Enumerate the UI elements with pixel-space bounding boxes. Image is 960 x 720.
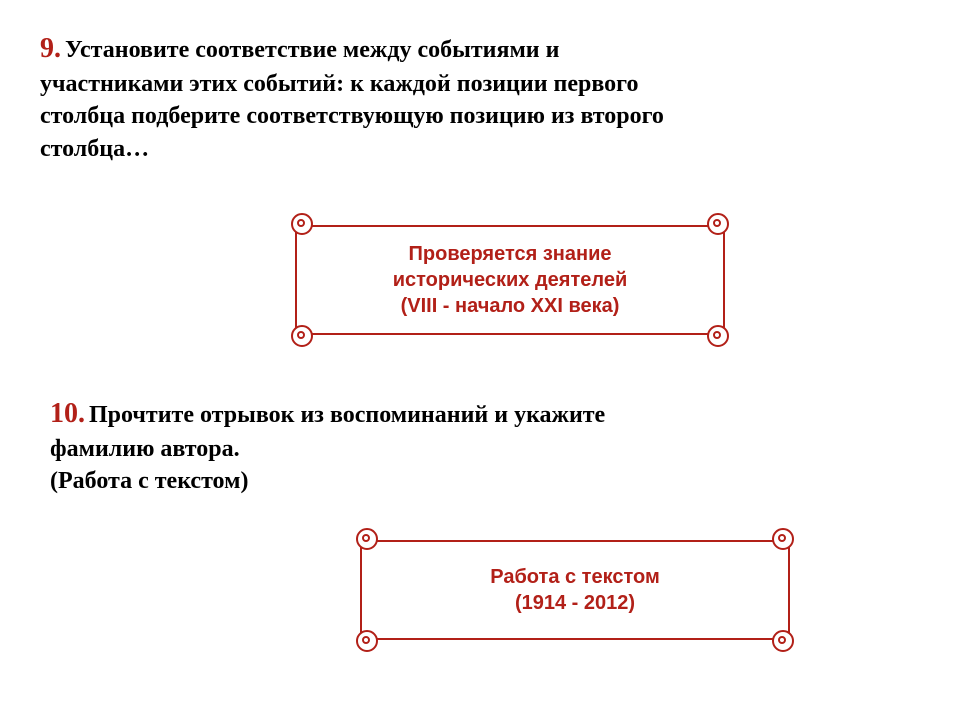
scroll-banner-2: Работа с текстом (1914 - 2012) bbox=[360, 540, 790, 640]
task-10-text-1: Прочтите отрывок из воспоминаний и укажи… bbox=[50, 402, 605, 462]
scroll-banner-1: Проверяется знание исторических деятелей… bbox=[295, 225, 725, 335]
scroll-curl-icon bbox=[772, 528, 794, 550]
scroll-curl-icon bbox=[707, 325, 729, 347]
scroll-banner-2-body: Работа с текстом (1914 - 2012) bbox=[360, 540, 790, 640]
task-10-text-2: (Работа с текстом) bbox=[50, 468, 248, 494]
task-9: 9. Установите соответствие между события… bbox=[40, 30, 690, 165]
scroll-2-line-1: Работа с текстом bbox=[490, 564, 660, 590]
scroll-curl-icon bbox=[707, 213, 729, 235]
scroll-curl-icon bbox=[291, 325, 313, 347]
task-10: 10. Прочтите отрывок из воспоминаний и у… bbox=[50, 395, 670, 498]
scroll-curl-icon bbox=[772, 630, 794, 652]
scroll-1-line-1: Проверяется знание bbox=[393, 241, 628, 267]
scroll-1-line-2: исторических деятелей bbox=[393, 267, 628, 293]
scroll-1-line-3: (VIII - начало XXI века) bbox=[393, 293, 628, 319]
task-9-text: Установите соответствие между событиями … bbox=[40, 37, 664, 162]
scroll-banner-1-body: Проверяется знание исторических деятелей… bbox=[295, 225, 725, 335]
slide: 9. Установите соответствие между события… bbox=[0, 0, 960, 720]
scroll-curl-icon bbox=[356, 630, 378, 652]
task-9-number: 9. bbox=[40, 33, 61, 64]
task-10-number: 10. bbox=[50, 398, 85, 429]
scroll-curl-icon bbox=[356, 528, 378, 550]
scroll-curl-icon bbox=[291, 213, 313, 235]
scroll-2-line-2: (1914 - 2012) bbox=[490, 590, 660, 616]
